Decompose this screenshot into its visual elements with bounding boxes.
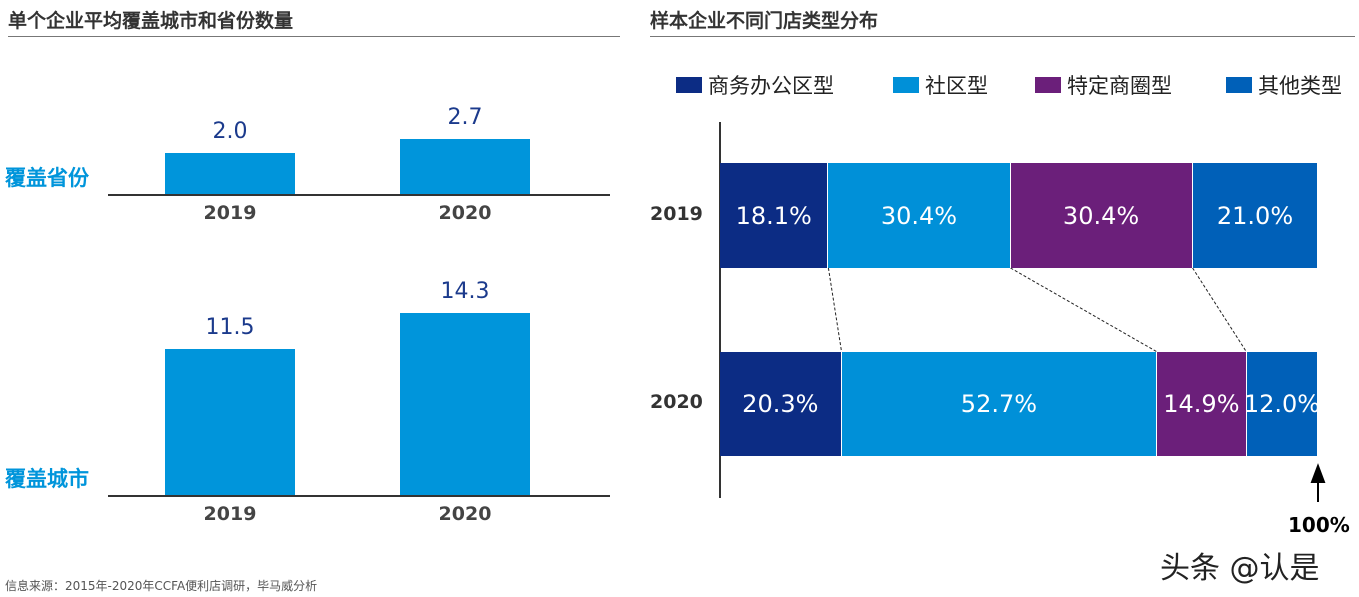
data-label: 11.5 xyxy=(205,314,255,340)
bar xyxy=(165,348,295,495)
connector-line xyxy=(827,267,843,353)
legend-item: 社区型 xyxy=(893,70,988,100)
stacked-segment: 30.4% xyxy=(828,163,1011,268)
x-tick-label: 2019 xyxy=(203,202,257,224)
x-tick-label: 2020 xyxy=(438,503,492,525)
bar xyxy=(165,153,295,194)
legend-label: 社区型 xyxy=(925,74,988,98)
bar xyxy=(400,138,530,194)
stacked-segment: 21.0% xyxy=(1192,163,1319,268)
legend-swatch xyxy=(893,77,919,93)
arrow-up-icon xyxy=(1310,463,1326,502)
right-title-rule xyxy=(650,36,1355,37)
legend-label: 商务办公区型 xyxy=(708,74,834,98)
panel-label: 覆盖省份 xyxy=(5,166,89,190)
left-chart-title: 单个企业平均覆盖城市和省份数量 xyxy=(8,10,294,32)
x-axis xyxy=(108,194,610,196)
y-tick-label: 2020 xyxy=(650,391,703,413)
stacked-segment: 20.3% xyxy=(720,352,842,456)
stacked-segment: 12.0% xyxy=(1244,352,1320,456)
legend-label: 特定商圈型 xyxy=(1067,74,1172,98)
legend-swatch xyxy=(1226,77,1252,93)
legend-item: 特定商圈型 xyxy=(1035,70,1172,100)
stacked-segment: 52.7% xyxy=(841,352,1158,456)
source-note: 信息来源：2015年-2020年CCFA便利店调研，毕马威分析 xyxy=(5,579,318,593)
y-tick-label: 2019 xyxy=(650,202,703,225)
legend-swatch xyxy=(676,77,702,93)
panel-label: 覆盖城市 xyxy=(5,467,89,491)
legend-item: 其他类型 xyxy=(1226,70,1342,100)
stacked-segment: 30.4% xyxy=(1010,163,1193,268)
legend-swatch xyxy=(1035,77,1061,93)
connector-line xyxy=(1192,267,1247,353)
legend-item: 商务办公区型 xyxy=(676,70,834,100)
annotation-100: 100% xyxy=(1288,513,1350,537)
watermark: 头条 @认是 xyxy=(1160,551,1320,586)
y-axis xyxy=(719,122,721,498)
right-chart-title: 样本企业不同门店类型分布 xyxy=(650,10,879,32)
data-label: 14.3 xyxy=(440,279,490,305)
left-title-rule xyxy=(8,36,620,37)
stacked-segment: 14.9% xyxy=(1157,352,1247,456)
x-axis xyxy=(108,495,610,497)
bar xyxy=(400,313,530,495)
stacked-segment: 18.1% xyxy=(720,163,829,268)
legend-label: 其他类型 xyxy=(1258,74,1342,98)
x-tick-label: 2019 xyxy=(203,503,257,525)
connector-line xyxy=(1010,267,1158,353)
data-label: 2.7 xyxy=(447,104,483,130)
data-label: 2.0 xyxy=(212,119,248,144)
x-tick-label: 2020 xyxy=(438,202,492,224)
